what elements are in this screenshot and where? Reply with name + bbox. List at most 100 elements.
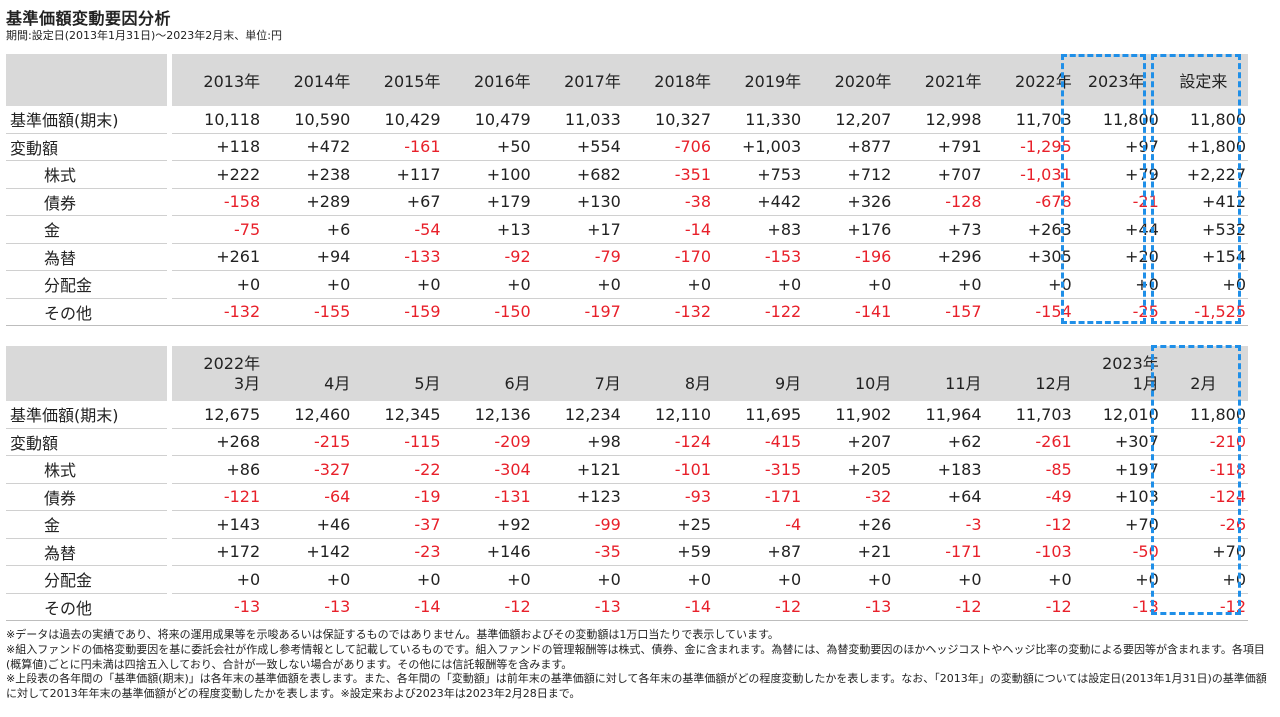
row-label: その他 bbox=[6, 298, 167, 326]
table-row: その他 -13 -13 -14 -12 -13 -14 -12 -13 -12 -12 -13 -12 bbox=[6, 593, 1248, 621]
table-cell: -304 bbox=[442, 455, 533, 484]
table-cell: +0 bbox=[893, 565, 984, 594]
table-cell: -210 bbox=[1160, 428, 1248, 456]
column-header: 8月 bbox=[622, 346, 714, 401]
column-header-month: 8月 bbox=[684, 373, 712, 393]
column-header-month: 2月 bbox=[1190, 373, 1217, 393]
table-cell: +0 bbox=[1160, 565, 1248, 594]
table-cell: -122 bbox=[713, 298, 804, 326]
table-cell: +94 bbox=[262, 243, 353, 271]
table-cell: -13 bbox=[1073, 593, 1161, 621]
table-cell: -12 bbox=[713, 593, 804, 621]
table-cell: -215 bbox=[262, 428, 353, 456]
table-cell: +238 bbox=[262, 160, 353, 189]
table-cell: -93 bbox=[622, 483, 714, 511]
table-cell: +712 bbox=[803, 160, 894, 189]
column-header: 12月 bbox=[983, 346, 1074, 401]
table-cell: -1,031 bbox=[983, 160, 1074, 189]
table-cell: -415 bbox=[713, 428, 804, 456]
table-cell: +753 bbox=[713, 160, 804, 189]
table-cell: +172 bbox=[171, 538, 263, 566]
table-cell: -14 bbox=[622, 215, 714, 244]
table-cell: +17 bbox=[532, 215, 623, 244]
table-cell: +305 bbox=[983, 243, 1074, 271]
column-header: 2022年 bbox=[983, 54, 1074, 106]
table-cell: 12,345 bbox=[352, 401, 443, 429]
table-cell: 12,110 bbox=[622, 401, 714, 429]
table-cell: 10,429 bbox=[352, 106, 443, 134]
column-header-month: 6月 bbox=[504, 373, 531, 393]
column-header-year: 2023年 bbox=[1102, 353, 1159, 373]
table-cell: +20 bbox=[1073, 243, 1161, 271]
table-cell: +103 bbox=[1073, 483, 1161, 511]
table-cell: -38 bbox=[622, 188, 714, 216]
table-cell: +179 bbox=[442, 188, 533, 216]
monthly-table: 2022年 3月 4月 5月 6月 7月 8月 9月 10月 11月 12月 202… bbox=[6, 346, 1248, 621]
table-cell: +0 bbox=[713, 565, 804, 594]
table-cell: +73 bbox=[893, 215, 984, 244]
table-row: 為替 +172 +142 -23 +146 -35 +59 +87 +21 -171 -103 -50… bbox=[6, 538, 1248, 566]
column-header-year bbox=[623, 354, 711, 374]
table-cell: -64 bbox=[262, 483, 353, 511]
table-cell: 12,010 bbox=[1073, 401, 1161, 429]
table-cell: -35 bbox=[532, 538, 623, 566]
table-cell: -19 bbox=[352, 483, 443, 511]
table-cell: -75 bbox=[171, 215, 263, 244]
table-cell: +50 bbox=[442, 133, 533, 161]
table-cell: 11,330 bbox=[713, 106, 804, 134]
table-cell: +146 bbox=[442, 538, 533, 566]
row-label: 分配金 bbox=[6, 270, 167, 299]
table-cell: -21 bbox=[1073, 188, 1161, 216]
row-label: 変動額 bbox=[6, 133, 167, 161]
table-row: 株式 +222 +238 +117 +100 +682 -351 +753 +712 +707 -1… bbox=[6, 160, 1248, 189]
table-cell: 12,234 bbox=[532, 401, 623, 429]
table-cell: +0 bbox=[1160, 270, 1248, 299]
table-cell: +25 bbox=[622, 510, 714, 539]
table-cell: -92 bbox=[442, 243, 533, 271]
table-cell: -12 bbox=[983, 510, 1074, 539]
table-row: 分配金 +0 +0 +0 +0 +0 +0 +0 +0 +0 +0 +0 +0 bbox=[6, 270, 1248, 299]
column-header: 2月 bbox=[1160, 346, 1248, 401]
column-header-month: 3月 bbox=[233, 373, 261, 393]
column-header-month: 7月 bbox=[594, 373, 621, 393]
table-cell: +121 bbox=[532, 455, 623, 484]
table-cell: -315 bbox=[713, 455, 804, 484]
table-cell: -49 bbox=[983, 483, 1074, 511]
column-header: 2015年 bbox=[352, 54, 443, 106]
table-cell: -25 bbox=[1073, 298, 1161, 326]
column-header: 4月 bbox=[262, 346, 353, 401]
table-cell: +0 bbox=[352, 565, 443, 594]
table-cell: +92 bbox=[442, 510, 533, 539]
table-cell: +0 bbox=[442, 270, 533, 299]
table-cell: -101 bbox=[622, 455, 714, 484]
column-header-month: 9月 bbox=[775, 373, 802, 393]
table-cell: -37 bbox=[352, 510, 443, 539]
table-cell: -327 bbox=[262, 455, 353, 484]
table-cell: 12,460 bbox=[262, 401, 353, 429]
table-cell: +62 bbox=[893, 428, 984, 456]
column-header: 5月 bbox=[352, 346, 443, 401]
table-cell: +263 bbox=[983, 215, 1074, 244]
table-cell: +682 bbox=[532, 160, 623, 189]
table-row: 変動額 +118 +472 -161 +50 +554 -706 +1,003 +877 +791… bbox=[6, 133, 1248, 161]
table-cell: +44 bbox=[1073, 215, 1161, 244]
table-cell: +64 bbox=[893, 483, 984, 511]
table-cell: +142 bbox=[262, 538, 353, 566]
table-cell: -171 bbox=[713, 483, 804, 511]
table-cell: +183 bbox=[893, 455, 984, 484]
table-cell: 11,703 bbox=[983, 106, 1074, 134]
table-cell: 11,703 bbox=[983, 401, 1074, 429]
table-cell: 12,207 bbox=[803, 106, 894, 134]
column-header-year bbox=[984, 354, 1072, 374]
row-gap bbox=[166, 298, 172, 326]
table-cell: -131 bbox=[442, 483, 533, 511]
table-cell: -115 bbox=[352, 428, 443, 456]
table-cell: +0 bbox=[713, 270, 804, 299]
row-label: 株式 bbox=[6, 160, 167, 189]
table-cell: +117 bbox=[352, 160, 443, 189]
table-cell: -124 bbox=[1160, 483, 1248, 511]
column-header: 2016年 bbox=[442, 54, 533, 106]
table-cell: +0 bbox=[803, 565, 894, 594]
table-cell: 11,800 bbox=[1160, 401, 1248, 429]
table-cell: -1,295 bbox=[983, 133, 1074, 161]
